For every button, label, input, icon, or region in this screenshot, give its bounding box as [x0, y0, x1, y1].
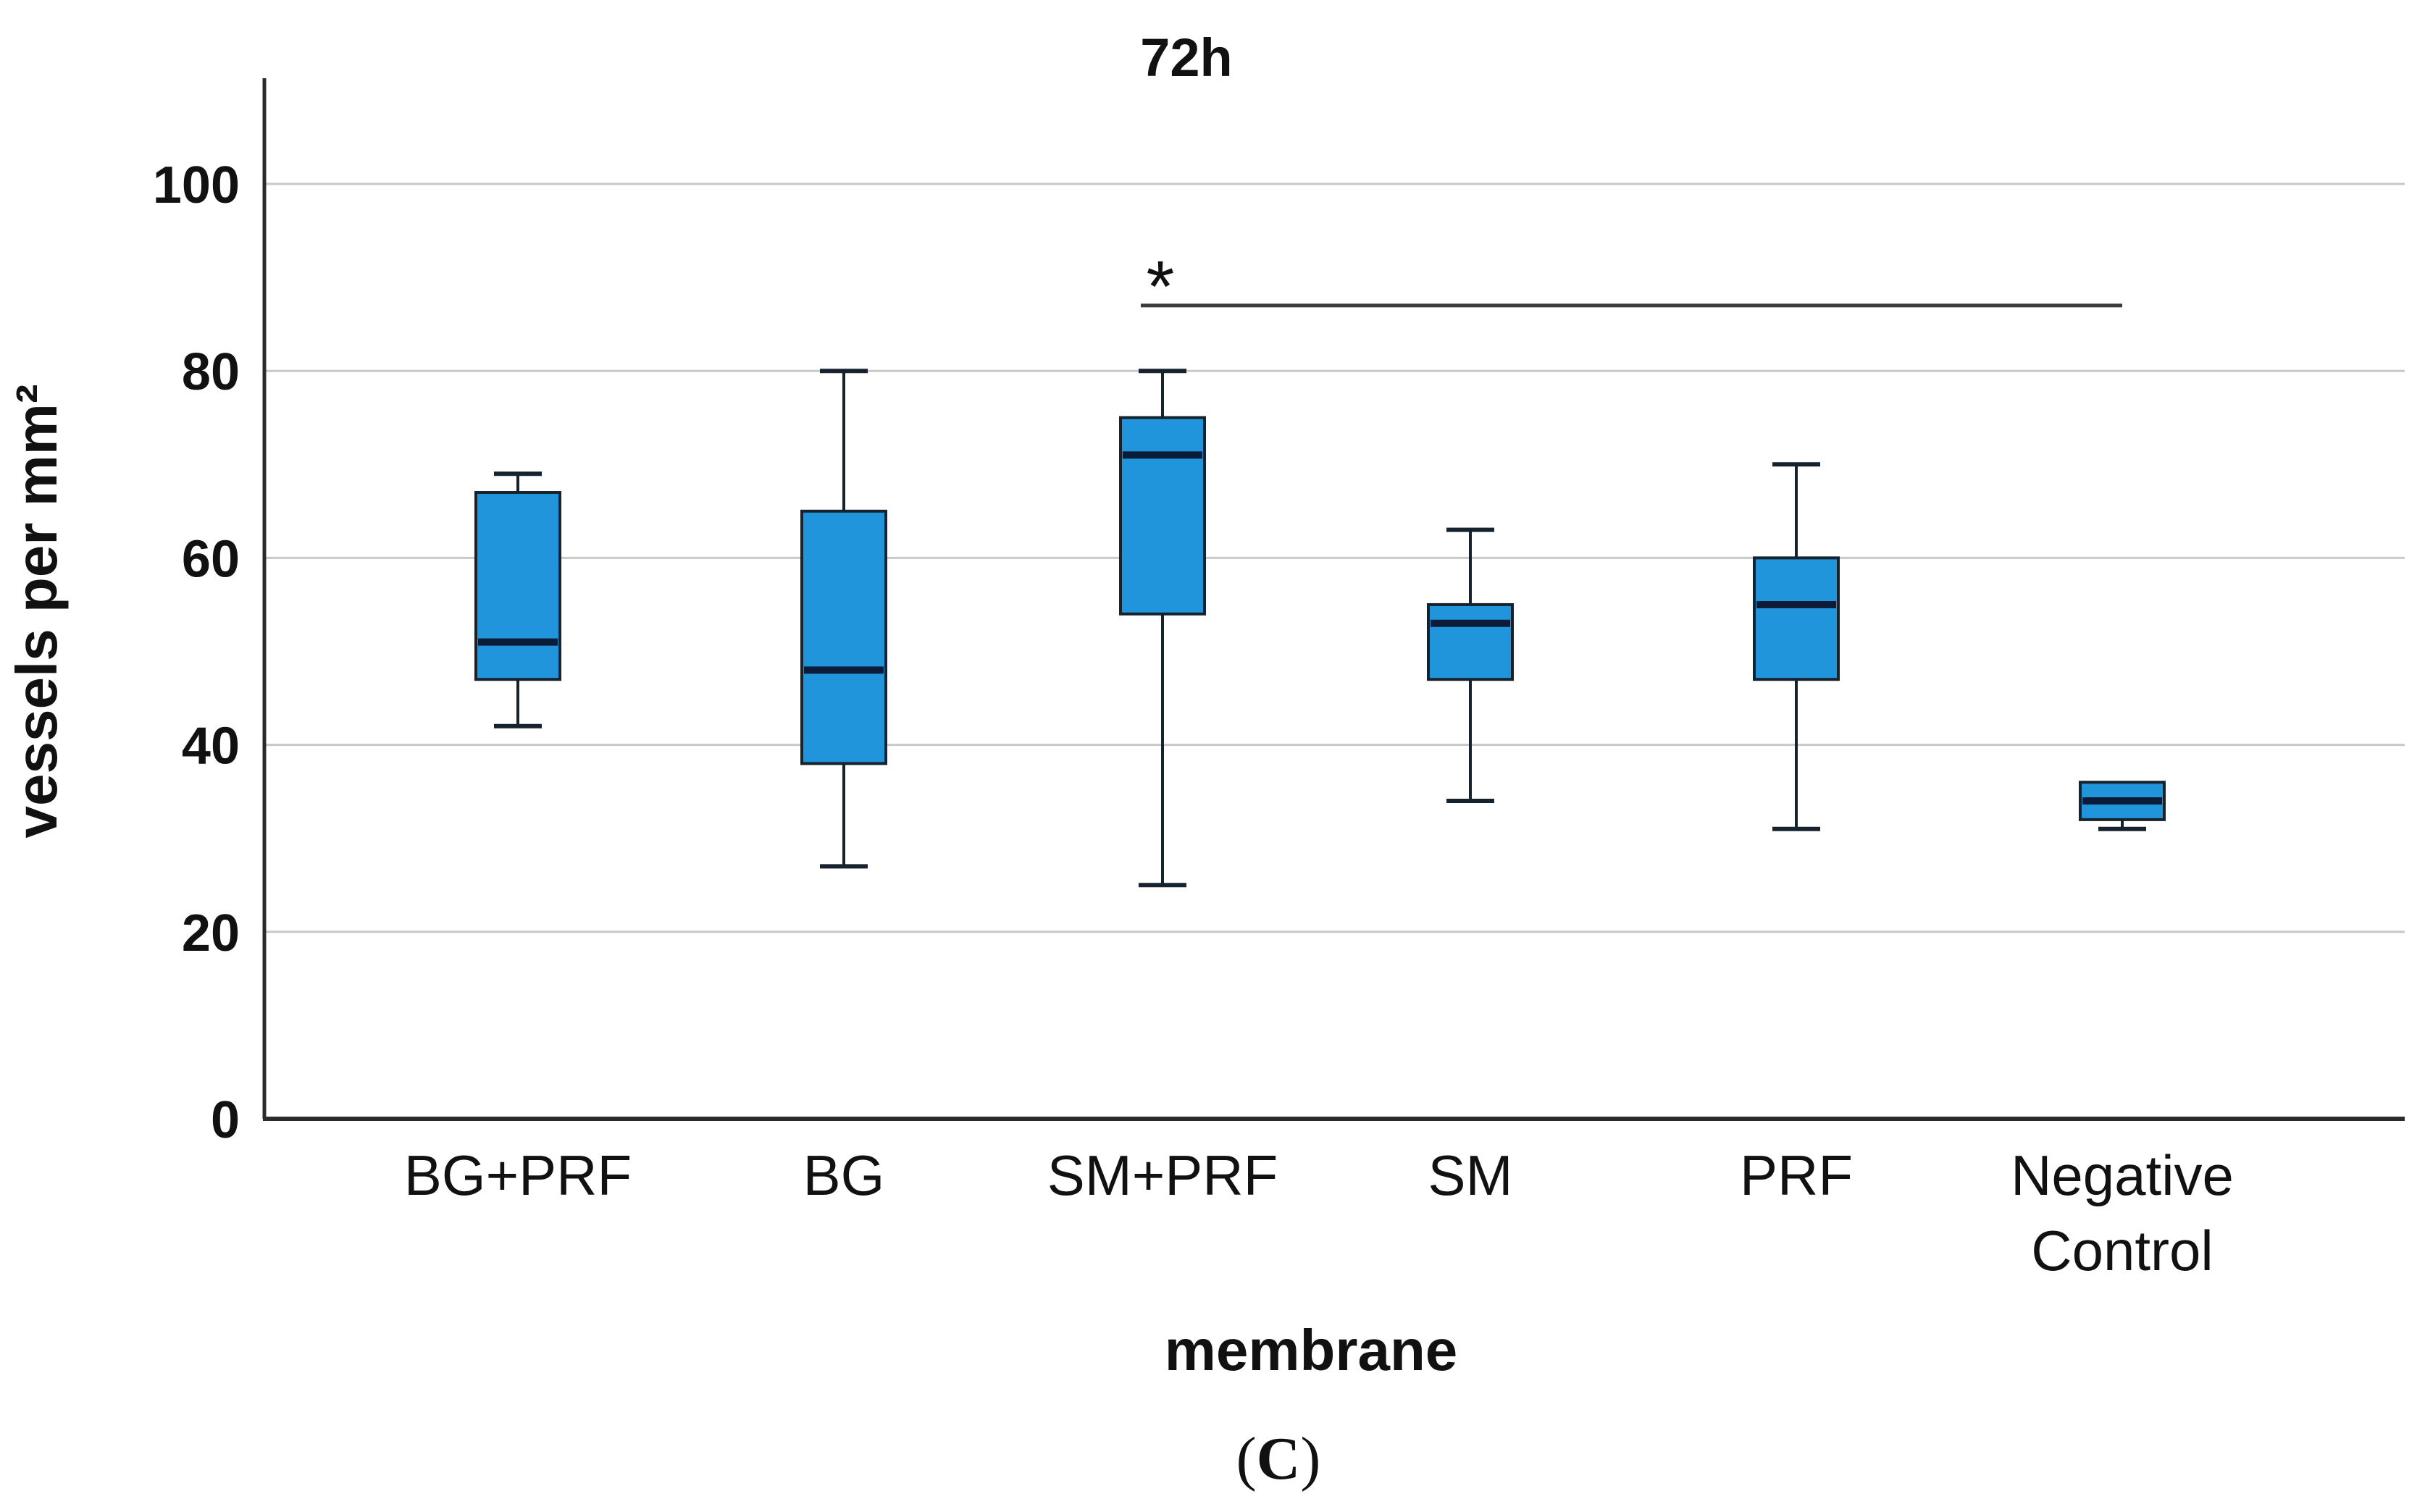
x-tick-label-negative-control: Negative Control [2011, 1143, 2234, 1282]
iqr-box-sm [1427, 602, 1514, 681]
boxplot-sm [1427, 527, 1514, 804]
iqr-box-sm-prf [1119, 416, 1206, 616]
x-tick-label-bg: BG [803, 1143, 885, 1207]
x-tick-label-line-bg-0: BG [803, 1143, 885, 1207]
boxes-layer [474, 369, 2166, 888]
y-tick-label-40: 40 [182, 718, 240, 776]
boxplot-bg [800, 369, 887, 869]
x-tick-label-line-negative-control-1: Control [2031, 1219, 2213, 1282]
x-tick-label-line-bg-prf-0: BG+PRF [404, 1143, 632, 1207]
iqr-box-bg [800, 509, 887, 765]
chart-title: 72h [1140, 28, 1233, 88]
y-tick-labels: 0 20 40 60 80 100 [153, 156, 240, 1149]
figure-caption: (C) [1236, 1425, 1321, 1492]
boxplot-negative-control [2079, 781, 2166, 831]
caption-letter: C [1257, 1425, 1301, 1492]
caption-close-paren: ) [1300, 1425, 1320, 1492]
x-tick-label-sm: SM [1428, 1143, 1513, 1207]
x-tick-label-line-sm-prf-0: SM+PRF [1047, 1143, 1278, 1207]
x-tick-label-bg-prf: BG+PRF [404, 1143, 632, 1207]
y-tick-label-60: 60 [182, 530, 240, 588]
x-tick-labels: BG+PRF BG SM+PRF SM PRF Negative Control [404, 1143, 2234, 1282]
y-tick-label-100: 100 [153, 156, 240, 214]
iqr-box-prf [1753, 556, 1840, 681]
x-tick-label-line-negative-control-0: Negative [2011, 1143, 2234, 1207]
boxplot-bg-prf [474, 471, 561, 728]
x-axis-label: membrane [1165, 1318, 1458, 1382]
x-tick-label-line-prf-0: PRF [1740, 1143, 1853, 1207]
boxplot-sm-prf [1119, 369, 1206, 888]
y-axis-label: vessels per mm² [4, 384, 69, 838]
x-tick-label-prf: PRF [1740, 1143, 1853, 1207]
significance-asterisk: * [1147, 246, 1175, 327]
axes-layer [262, 78, 2405, 1121]
x-tick-label-sm-prf: SM+PRF [1047, 1143, 1278, 1207]
y-tick-label-20: 20 [182, 904, 240, 962]
caption-open-paren: ( [1236, 1425, 1257, 1492]
y-tick-label-0: 0 [211, 1091, 240, 1149]
gridlines-layer [264, 182, 2405, 933]
boxplot-prf [1753, 462, 1840, 831]
x-tick-label-line-sm-0: SM [1428, 1143, 1513, 1207]
y-tick-label-80: 80 [182, 343, 240, 401]
iqr-box-bg-prf [474, 491, 561, 681]
